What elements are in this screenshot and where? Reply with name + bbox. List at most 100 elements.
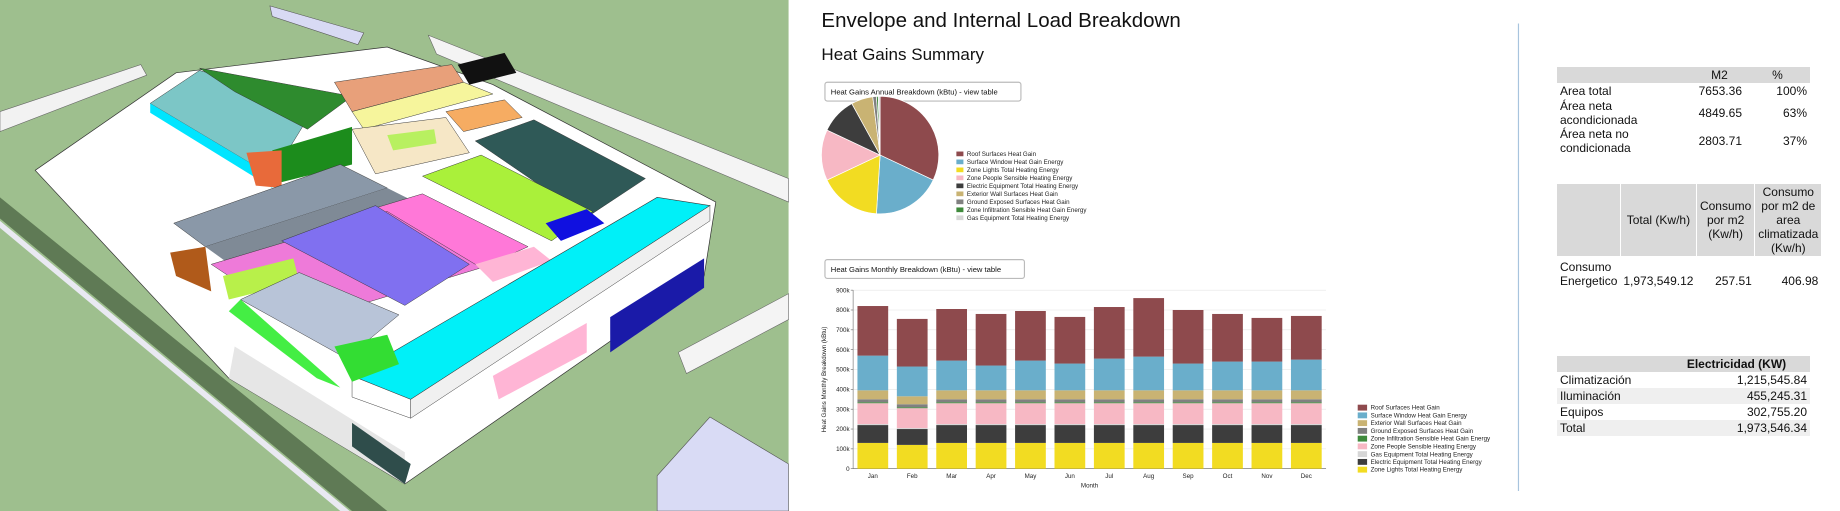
y-tick-label: 700k	[836, 327, 850, 334]
table-header: Total (Kw/h)	[1620, 184, 1697, 256]
blank-header	[1557, 184, 1621, 256]
x-tick-label: Jul	[1105, 473, 1113, 480]
legend-label: Zone Infiltration Sensible Heat Gain Ene…	[1371, 436, 1491, 443]
legend-label: Gas Equipment Total Heating Energy	[967, 215, 1070, 222]
legend-swatch	[956, 199, 964, 205]
table-cell: 1,973,549.12	[1623, 274, 1694, 288]
bar-segment	[1212, 402, 1243, 404]
legend-label: Zone Lights Total Heating Energy	[967, 167, 1060, 174]
legend-swatch	[1357, 404, 1368, 411]
table-cell: 1,973,546.34	[1663, 420, 1810, 436]
bar-segment	[1133, 356, 1165, 391]
bar-segment	[1093, 425, 1125, 443]
bar-segment	[857, 355, 889, 391]
bar-segment	[975, 399, 1007, 403]
bar-segment	[1172, 309, 1204, 364]
bar-segment	[1133, 399, 1165, 403]
bar-segment	[1054, 403, 1086, 425]
legend-label: Ground Exposed Surfaces Heat Gain	[1371, 428, 1474, 435]
bar-segment	[1015, 402, 1046, 404]
bar-segment	[975, 403, 1007, 425]
bar-segment	[1093, 390, 1125, 400]
legend-label: Exterior Wall Surfaces Heat Gain	[967, 191, 1059, 198]
pie-slice	[821, 129, 881, 181]
table-cell: 37%	[1782, 134, 1807, 148]
x-tick-label: Apr	[986, 473, 996, 480]
bar-segment	[857, 306, 889, 356]
bar-segment	[936, 402, 968, 404]
x-tick-label: Sep	[1183, 473, 1195, 480]
bar-segment	[936, 403, 968, 425]
bar-segment	[975, 442, 1007, 469]
x-tick-label: Feb	[907, 473, 918, 480]
x-tick-label: May	[1025, 473, 1038, 480]
bar-segment	[936, 360, 968, 391]
legend-label: Surface Window Heat Gain Energy	[1371, 412, 1468, 419]
legend-swatch	[1357, 412, 1368, 419]
table-cell: Climatización	[1560, 373, 1632, 387]
bar-segment	[1133, 390, 1165, 400]
legend-label: Electric Equipment Total Heating Energy	[1371, 459, 1483, 466]
legend-swatch	[956, 183, 964, 189]
bar-segment	[1133, 442, 1165, 469]
legend-swatch	[1357, 466, 1368, 473]
bar-segment	[1015, 442, 1046, 469]
y-tick-label: 800k	[836, 307, 850, 314]
bar-segment	[1015, 424, 1046, 426]
bar-segment	[975, 390, 1007, 400]
bar-segment	[1015, 403, 1046, 425]
legend-swatch	[1357, 458, 1368, 465]
bar-view-table-button[interactable]	[824, 259, 1026, 279]
bar-segment	[1093, 307, 1125, 359]
bar-segment	[1054, 424, 1086, 426]
bar-segment	[1290, 359, 1322, 391]
bar-segment	[1172, 425, 1204, 443]
legend-label: Roof Surfaces Heat Gain	[967, 151, 1037, 158]
bar-segment	[1054, 399, 1086, 403]
bar-segment	[896, 428, 928, 430]
bar-segment	[1290, 402, 1322, 404]
bar-segment	[936, 424, 968, 426]
bar-segment	[1054, 402, 1086, 404]
bar-segment	[1251, 442, 1283, 469]
bar-segment	[896, 404, 928, 408]
legend-label: Exterior Wall Surfaces Heat Gain	[1371, 420, 1463, 427]
legend-swatch	[956, 191, 964, 197]
page-subtitle: Heat Gains Summary	[821, 45, 984, 64]
bar-segment	[1251, 317, 1283, 362]
bar-segment	[896, 408, 928, 429]
legend-swatch	[1357, 443, 1368, 450]
bar-segment	[1290, 424, 1322, 426]
y-tick-label: 300k	[836, 406, 850, 413]
y-tick-label: 200k	[836, 426, 850, 433]
bar-chart-title[interactable]: Heat Gains Monthly Breakdown (kBtu) - vi…	[831, 265, 1001, 274]
bar-segment	[1172, 402, 1204, 404]
legend-label: Surface Window Heat Gain Energy	[967, 159, 1064, 166]
table-header: Consumo por m2 (Kw/h)	[1696, 184, 1756, 256]
bar-segment	[896, 444, 928, 469]
y-tick-label: 400k	[836, 386, 850, 393]
bar-segment	[1054, 442, 1086, 469]
bar-segment	[1172, 442, 1204, 469]
bar-segment	[1290, 399, 1322, 403]
bar-segment	[1172, 390, 1204, 400]
table-cell: Consumo Energetico	[1560, 260, 1618, 288]
table-cell: 2803.71	[1698, 134, 1742, 148]
bar-segment	[1212, 390, 1243, 400]
bar-segment	[1251, 424, 1283, 426]
y-axis-label: Heat Gains Monthly Breakdown (kBtu)	[821, 327, 828, 433]
x-axis-label: Month	[1081, 483, 1099, 490]
bar-segment	[857, 403, 889, 425]
pie-chart-title[interactable]: Heat Gains Annual Breakdown (kBtu) - vie…	[831, 88, 998, 97]
bar-segment	[1133, 298, 1165, 357]
bar-segment	[857, 390, 889, 400]
table-cell: Área neta no condicionada	[1560, 127, 1631, 155]
table-cell: 455,245.31	[1663, 388, 1810, 404]
bar-segment	[857, 424, 889, 426]
bar-segment	[1212, 361, 1243, 391]
bar-segment	[1172, 363, 1204, 391]
bar-segment	[1054, 425, 1086, 443]
y-tick-label: 100k	[836, 446, 850, 453]
